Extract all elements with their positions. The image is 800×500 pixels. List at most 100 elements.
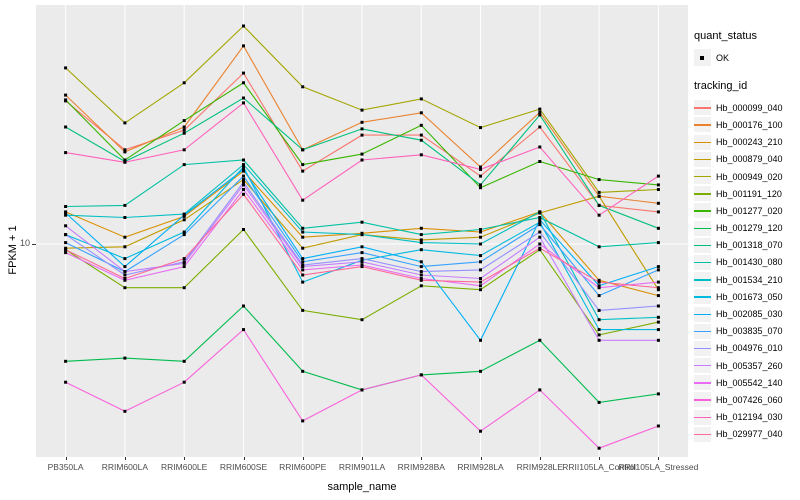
- x-axis-tick-label: RRIM600LE: [161, 462, 208, 472]
- line-swatch-icon: [694, 158, 711, 161]
- legend-title-quant-status: quant_status: [694, 30, 757, 42]
- legend-item: Hb_004976_010: [694, 340, 800, 357]
- legend-title-tracking-id: tracking_id: [694, 80, 748, 93]
- legend-item: Hb_005542_140: [694, 374, 800, 391]
- legend-item: Hb_001318_070: [694, 237, 800, 254]
- point-marker-icon: [700, 56, 704, 61]
- legend-item: Hb_000099_040: [694, 99, 800, 116]
- legend-key-box: [694, 117, 711, 133]
- legend-item: Hb_029977_040: [694, 426, 800, 443]
- x-axis-tick-mark: [480, 457, 482, 460]
- legend-item-label: Hb_000099_040: [716, 102, 783, 113]
- x-axis-tick-label: PB350LA: [47, 462, 84, 472]
- legend-item: Hb_012194_030: [694, 409, 800, 426]
- legend-key-box: [694, 289, 711, 305]
- legend-item: Hb_005357_260: [694, 357, 800, 374]
- legend-item-label: Hb_000176_100: [716, 119, 783, 130]
- x-axis-tick-mark: [184, 457, 186, 460]
- legend-item-label: Hb_002085_030: [716, 309, 783, 320]
- legend-key-box: [694, 134, 711, 150]
- legend-key-box: [694, 323, 711, 339]
- line-swatch-icon: [694, 124, 711, 126]
- x-axis-tick-mark: [539, 457, 541, 460]
- line-swatch-icon: [694, 399, 711, 401]
- legend-item: Hb_000243_210: [694, 134, 800, 151]
- legend-key-box: [694, 375, 711, 391]
- legend-item: Hb_007426_060: [694, 391, 800, 408]
- legend-item-label: Hb_029977_040: [716, 429, 783, 440]
- x-axis-tick-label: RRIM928LA: [457, 462, 504, 472]
- x-axis-tick-mark: [302, 457, 304, 460]
- y-axis-title: FPKM + 1: [7, 225, 19, 275]
- x-axis-tick-label: RRIM600LA: [101, 462, 149, 472]
- legend-item-label: Hb_004976_010: [716, 343, 783, 354]
- x-axis-tick-label: RRIM928LE: [516, 462, 563, 472]
- legend-item: Hb_000949_020: [694, 168, 800, 185]
- x-axis-tick-label: RRII105LA_Control: [562, 462, 636, 472]
- legend-item: Hb_001673_050: [694, 288, 800, 305]
- legend-item-label: Hb_007426_060: [716, 394, 783, 405]
- x-axis-tick-mark: [599, 457, 601, 460]
- line-swatch-icon: [694, 416, 711, 419]
- legend-item-label: Hb_001534_210: [716, 274, 783, 285]
- y-axis-tick-mark: [32, 244, 36, 245]
- data-points: [64, 24, 660, 450]
- legend-key-box: [694, 340, 711, 356]
- x-axis-tick-label: RRII105LA_Stressed: [618, 462, 699, 472]
- x-axis-tick-label: RRIM901LA: [338, 462, 386, 472]
- legend-key-box: [694, 237, 711, 253]
- line-swatch-icon: [694, 433, 711, 436]
- legend-item-label: Hb_012194_030: [716, 412, 783, 423]
- legend-key-box: [694, 151, 711, 167]
- legend-key-box: [694, 392, 711, 408]
- legend-item-label: Hb_001279_120: [716, 223, 783, 234]
- legend-item: Hb_001534_210: [694, 271, 800, 288]
- x-axis-tick-mark: [243, 457, 245, 460]
- legend-item: Hb_001279_120: [694, 220, 800, 237]
- line-swatch-icon: [694, 365, 711, 367]
- x-axis-tick-mark: [124, 457, 126, 460]
- x-axis-tick-label: RRIM600PE: [279, 462, 327, 472]
- legend-item-label: Hb_003835_070: [716, 326, 783, 337]
- line-swatch-icon: [694, 279, 711, 281]
- legend-key-box: [694, 358, 711, 374]
- legend-item: Hb_000176_100: [694, 116, 800, 133]
- legend-key-box: [694, 306, 711, 322]
- legend-item-ok: OK: [694, 49, 800, 67]
- legend-tracking-id: tracking_id Hb_000099_040 Hb_000176_100 Hb…: [694, 80, 800, 443]
- y-axis-tick-label: 10: [19, 238, 30, 248]
- line-swatch-icon: [694, 330, 711, 333]
- legend-item-label: Hb_005357_260: [716, 360, 783, 371]
- legend-key-box: [694, 426, 711, 442]
- legend-key-box: [694, 409, 711, 425]
- legend-key-box: [694, 169, 711, 185]
- line-swatch-icon: [694, 382, 711, 384]
- legend-item-label: Hb_000949_020: [716, 171, 783, 182]
- legend-item: Hb_002085_030: [694, 305, 800, 322]
- line-chart: [36, 5, 688, 457]
- x-axis-tick-mark: [658, 457, 660, 460]
- legend-item: Hb_001430_080: [694, 254, 800, 271]
- legend-item: Hb_000879_040: [694, 151, 800, 168]
- line-swatch-icon: [694, 296, 711, 298]
- legend: quant_status OK tracking_id Hb_000099_04…: [694, 30, 800, 457]
- legend-key-box: [694, 203, 711, 219]
- legend-item: Hb_001277_020: [694, 202, 800, 219]
- line-swatch-icon: [694, 193, 711, 195]
- legend-item-label: Hb_001277_020: [716, 205, 783, 216]
- line-swatch-icon: [694, 141, 711, 144]
- x-axis-tick-mark: [362, 457, 363, 460]
- legend-item-label: Hb_001673_050: [716, 291, 783, 302]
- legend-item-label: Hb_001430_080: [716, 257, 783, 268]
- x-axis-tick-mark: [65, 457, 67, 460]
- legend-quant-status: quant_status OK: [694, 30, 800, 67]
- legend-item: Hb_001191_120: [694, 185, 800, 202]
- legend-key-box: [694, 100, 711, 116]
- legend-item-label: Hb_000879_040: [716, 154, 783, 165]
- legend-item: Hb_003835_070: [694, 323, 800, 340]
- line-swatch-icon: [694, 107, 711, 109]
- legend-item-label: Hb_001191_120: [716, 188, 782, 199]
- legend-tracking-items: Hb_000099_040 Hb_000176_100 Hb_000243_210 H…: [694, 99, 800, 443]
- line-swatch-icon: [694, 313, 711, 315]
- legend-item-label: Hb_001318_070: [716, 240, 783, 251]
